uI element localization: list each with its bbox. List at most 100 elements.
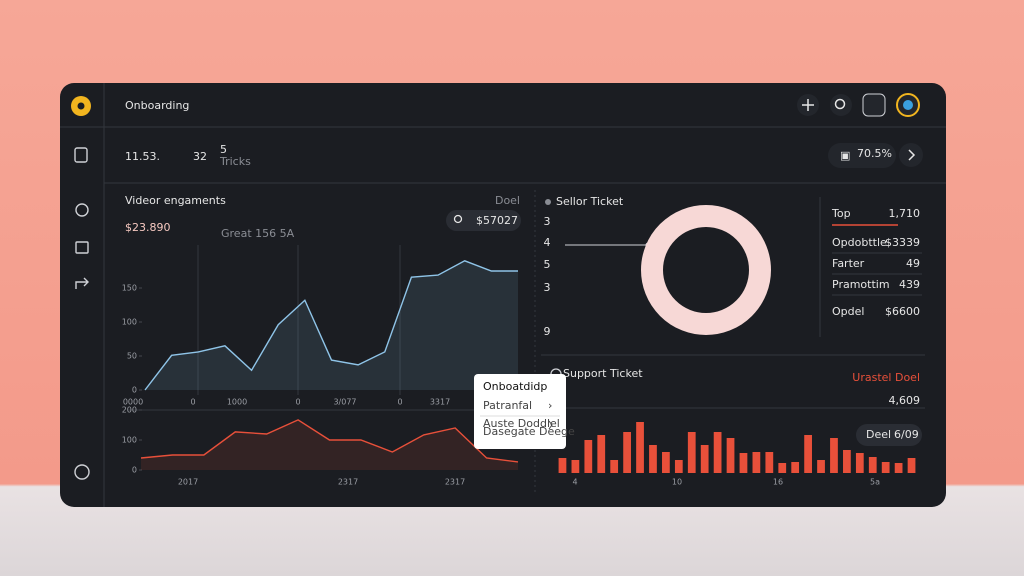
bar bbox=[739, 453, 748, 473]
bar bbox=[726, 438, 735, 473]
title-dot bbox=[545, 199, 551, 205]
side-label: 3 bbox=[544, 281, 551, 294]
bar bbox=[868, 457, 877, 473]
y-tick-label: 100 bbox=[122, 436, 137, 445]
panel-note: Great 156 5A bbox=[221, 227, 295, 240]
next-icon bbox=[908, 149, 916, 161]
y-tick-label: 200 bbox=[122, 406, 137, 415]
legend-label: Opdel bbox=[832, 305, 864, 318]
nav-icon[interactable] bbox=[74, 147, 88, 163]
support-note: Urastel Doel bbox=[852, 371, 920, 384]
side-label: 9 bbox=[544, 325, 551, 338]
y-tick-label: 150 bbox=[122, 284, 137, 293]
bar bbox=[649, 445, 657, 473]
legend-label: Top bbox=[831, 207, 851, 220]
add-icon bbox=[802, 99, 814, 111]
bar bbox=[804, 435, 812, 473]
side-label: 3 bbox=[544, 215, 551, 228]
x-tick-label: 3317 bbox=[430, 398, 450, 407]
doc-button[interactable] bbox=[862, 93, 886, 117]
x-tick-label: 0000 bbox=[123, 398, 143, 407]
x-tick-label: 0 bbox=[190, 398, 195, 407]
legend-value: $3339 bbox=[885, 236, 920, 249]
popup-item[interactable]: Auste Doddlel bbox=[483, 417, 560, 430]
panel-corner: Doel bbox=[495, 194, 520, 207]
bar bbox=[558, 458, 567, 473]
bar bbox=[907, 458, 916, 473]
legend-label: Farter bbox=[832, 257, 865, 270]
bar bbox=[881, 462, 890, 473]
bar bbox=[700, 445, 709, 473]
support-pill[interactable] bbox=[856, 424, 922, 446]
next-button[interactable] bbox=[899, 143, 923, 167]
stat-count: 32 bbox=[193, 150, 207, 163]
bar bbox=[713, 432, 722, 473]
popup: Onboatdidp Patranfal › Auste Doddlel Das… bbox=[474, 374, 575, 449]
bar-title: Support Ticket bbox=[563, 367, 643, 380]
search-icon bbox=[834, 98, 846, 110]
seller-legend: Top 1,710 Opdobttle$3339 Farter 49 Pramottim 4… bbox=[831, 207, 922, 318]
pill-label: Deel bbox=[866, 428, 891, 441]
bar bbox=[791, 462, 800, 473]
bar bbox=[894, 463, 903, 473]
legend-value: 1,710 bbox=[889, 207, 921, 220]
nav-icon[interactable] bbox=[74, 464, 90, 480]
legend-label: Opdobttle bbox=[832, 236, 887, 249]
panel-amount: $23.890 bbox=[125, 221, 171, 234]
nav-icon[interactable] bbox=[75, 277, 89, 289]
popup-item[interactable]: Patranfal bbox=[483, 399, 532, 412]
popup-item[interactable]: Dasegate Deege bbox=[483, 425, 575, 438]
legend-value: $6600 bbox=[885, 305, 920, 318]
x-tick-label: 4 bbox=[572, 478, 577, 487]
app-title: Onboarding bbox=[125, 99, 189, 112]
x-tick-label: 16 bbox=[773, 478, 783, 487]
stat-value: 11.53. bbox=[125, 150, 160, 163]
area bbox=[145, 260, 518, 390]
bar bbox=[752, 452, 761, 473]
search-icon bbox=[453, 214, 463, 224]
nav-icon[interactable] bbox=[75, 241, 89, 254]
stat-unit: Tricks bbox=[219, 155, 251, 168]
bar bbox=[610, 460, 619, 473]
search-pill[interactable] bbox=[446, 210, 521, 231]
stat-percent: 70.5% bbox=[857, 147, 892, 160]
y-tick-label: 0 bbox=[132, 466, 137, 475]
bar bbox=[636, 422, 644, 473]
avatar-dot bbox=[903, 100, 913, 110]
x-tick-label: 2317 bbox=[338, 478, 358, 487]
x-tick-label: 5a bbox=[870, 478, 880, 487]
bar bbox=[817, 460, 825, 473]
side-label: 4 bbox=[544, 236, 551, 249]
legend-value: 49 bbox=[906, 257, 920, 270]
popup-chevron bbox=[548, 420, 553, 430]
line bbox=[140, 419, 519, 463]
bar bbox=[843, 450, 851, 473]
x-tick-label: 1000 bbox=[227, 398, 247, 407]
popup-title: Onboatdidp bbox=[483, 380, 547, 393]
side-label: 5 bbox=[544, 258, 551, 271]
nav-icon[interactable] bbox=[75, 203, 89, 217]
logo-dot bbox=[77, 102, 85, 110]
x-tick-label: 0 bbox=[397, 398, 402, 407]
search-text: $57027 bbox=[476, 214, 518, 227]
support-total: 4,609 bbox=[889, 394, 921, 407]
pill-icon: ▣ bbox=[840, 149, 850, 162]
y-tick-label: 0 bbox=[132, 386, 137, 395]
bar bbox=[687, 432, 696, 473]
x-tick-label: 0 bbox=[295, 398, 300, 407]
popup-icon: › bbox=[548, 399, 552, 412]
donut-segment bbox=[641, 205, 771, 335]
donut-title: Sellor Ticket bbox=[556, 195, 624, 208]
bar bbox=[623, 432, 631, 473]
y-tick-label: 50 bbox=[127, 352, 137, 361]
percent-pill[interactable] bbox=[828, 143, 896, 168]
popup-card bbox=[474, 374, 566, 449]
y-tick-label: 100 bbox=[122, 318, 137, 327]
search-button[interactable] bbox=[830, 94, 852, 116]
bar bbox=[674, 460, 683, 473]
x-tick-label: 2317 bbox=[445, 478, 465, 487]
dashboard-panel bbox=[60, 83, 946, 507]
stat-sup: 5 bbox=[220, 143, 227, 156]
